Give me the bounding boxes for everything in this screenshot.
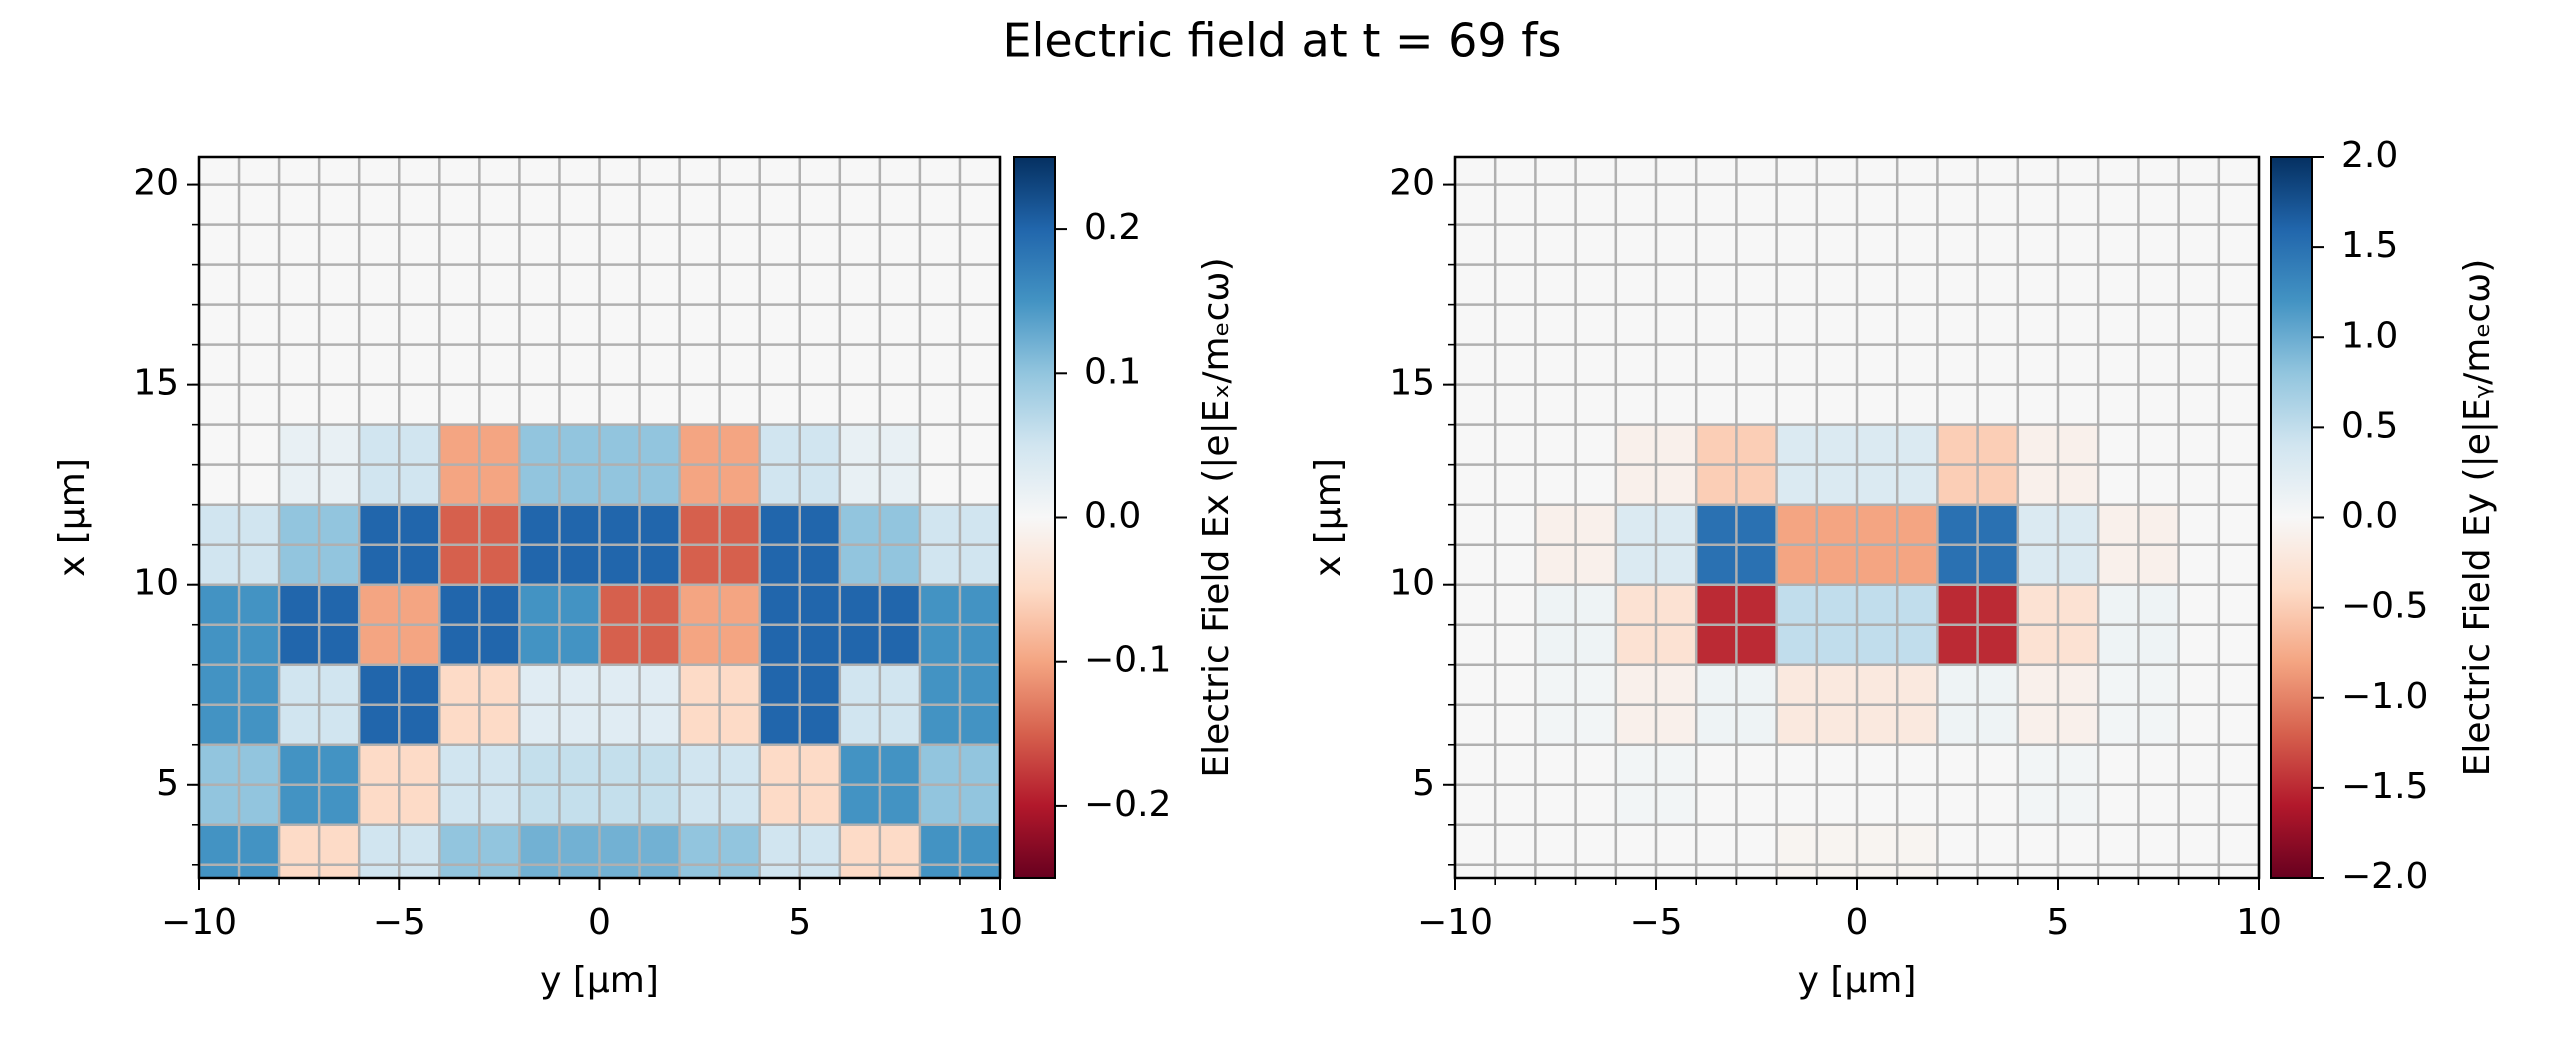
y-axis-label: x [µm] (52, 458, 93, 577)
x-axis-label: y [µm] (540, 960, 659, 1001)
colorbar-tick-label: −1.5 (2341, 766, 2428, 807)
colorbar-label: Electric Field Ey (|e|Eᵧ/mₑcω) (2457, 259, 2498, 777)
x-tick-label: −10 (161, 902, 237, 943)
y-tick-label: 15 (1389, 363, 1435, 404)
colorbar (1013, 156, 1056, 879)
y-tick-label: 10 (1389, 563, 1435, 604)
colorbar-tick-label: 2.0 (2341, 135, 2398, 176)
y-tick-label: 20 (1389, 163, 1435, 204)
colorbar-tick-label: 0.0 (1084, 496, 1141, 537)
y-tick-label: 15 (133, 363, 179, 404)
colorbar-label: Electric Field Ex (|e|Eₓ/mₑcω) (1196, 257, 1237, 777)
y-tick-label: 20 (133, 163, 179, 204)
colorbar-tick-label: −0.1 (1084, 640, 1171, 681)
y-tick-label: 5 (1412, 763, 1435, 804)
colorbar-tick-label: −2.0 (2341, 856, 2428, 897)
x-tick-label: 0 (588, 902, 611, 943)
y-tick-label: 10 (133, 563, 179, 604)
x-tick-label: 5 (788, 902, 811, 943)
colorbar-tick-label: −0.5 (2341, 586, 2428, 627)
colorbar (2270, 156, 2313, 879)
colorbar-tick-label: 1.5 (2341, 225, 2398, 266)
colorbar-tick-label: 0.2 (1084, 207, 1141, 248)
figure-title: Electric field at t = 69 fs (1003, 14, 1562, 68)
colorbar-tick-label: 0.5 (2341, 405, 2398, 446)
x-tick-label: 5 (2047, 902, 2070, 943)
x-axis-label: y [µm] (1798, 960, 1917, 1001)
colorbar-tick-label: −1.0 (2341, 676, 2428, 717)
x-tick-label: 0 (1846, 902, 1869, 943)
colorbar-tick-label: 0.1 (1084, 351, 1141, 392)
x-tick-label: −5 (1629, 902, 1682, 943)
x-tick-label: −10 (1417, 902, 1493, 943)
x-tick-label: −5 (373, 902, 426, 943)
x-tick-label: 10 (977, 902, 1023, 943)
y-tick-label: 5 (156, 763, 179, 804)
y-axis-label: x [µm] (1308, 458, 1349, 577)
colorbar-tick-label: −0.2 (1084, 784, 1171, 825)
colorbar-tick-label: 1.0 (2341, 315, 2398, 356)
x-tick-label: 10 (2236, 902, 2282, 943)
colorbar-tick-label: 0.0 (2341, 496, 2398, 537)
